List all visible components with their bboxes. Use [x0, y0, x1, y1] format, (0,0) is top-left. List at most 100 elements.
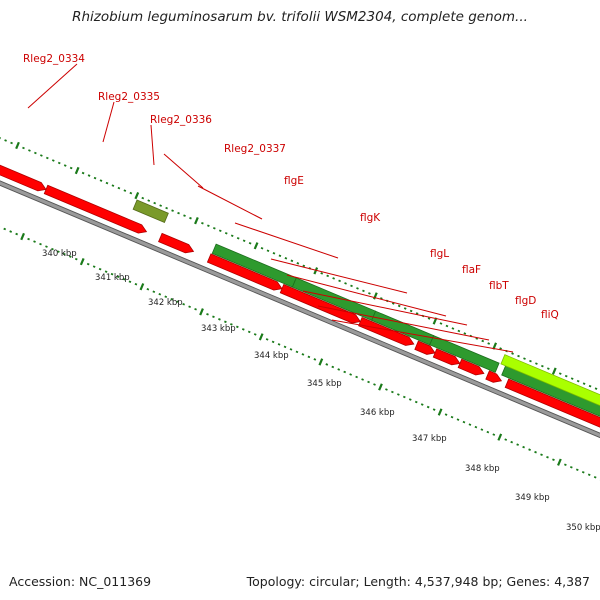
tick-mark [457, 329, 461, 333]
tick-mark [99, 179, 103, 182]
tick-mark [504, 438, 508, 441]
tick-mark [45, 245, 48, 248]
tick-mark [45, 156, 49, 160]
tick-mark [105, 181, 109, 185]
callout-line [302, 290, 468, 326]
tick-mark [272, 252, 276, 255]
gene-arrow[interactable] [279, 283, 362, 324]
gene-arrow[interactable] [414, 340, 436, 355]
tick-mark [74, 166, 80, 175]
tick-mark [557, 458, 562, 466]
tick-mark [564, 463, 567, 466]
tick-mark [194, 308, 197, 311]
scale-label: 349 kbp [515, 493, 550, 503]
tick-mark [117, 186, 121, 190]
gene-label[interactable]: Rleg2_0336 [150, 114, 212, 126]
tick-mark [522, 445, 525, 449]
tick-mark [152, 290, 156, 293]
gene-label[interactable]: flgD [515, 295, 536, 307]
tick-mark [313, 358, 317, 361]
tick-mark [236, 236, 240, 240]
tick-mark [397, 393, 400, 396]
kbp-scale: 340 kbp 341 kbp 342 kbp 343 kbp 344 kbp 345 k… [42, 249, 600, 533]
tick-mark [15, 141, 20, 150]
tick-mark [248, 242, 252, 245]
gene-arrow[interactable] [158, 232, 195, 254]
tick-mark [593, 476, 597, 479]
tick-mark [212, 226, 216, 230]
tick-mark [253, 242, 259, 250]
tick-mark [487, 342, 491, 345]
gene-label[interactable]: flgE [284, 175, 304, 187]
gene-arrow[interactable] [432, 348, 461, 366]
tick-mark [361, 378, 364, 381]
tick-mark [10, 141, 13, 145]
tick-mark [194, 217, 199, 225]
scale-label: 348 kbp [465, 464, 500, 474]
gene-arrow[interactable] [500, 354, 600, 436]
tick-mark [486, 430, 490, 434]
gene-label[interactable]: flaF [462, 264, 481, 276]
tick-mark [451, 327, 455, 330]
gene-arrow[interactable] [206, 253, 283, 291]
tick-mark [325, 363, 329, 366]
tick-mark [51, 247, 54, 251]
tick-mark [318, 358, 324, 366]
gene-arrow[interactable] [132, 199, 169, 223]
tick-mark [230, 234, 234, 237]
tick-mark [581, 470, 585, 474]
gene-arrow[interactable] [43, 184, 148, 234]
tick-mark [69, 166, 73, 170]
gene-label[interactable]: flgL [430, 248, 449, 260]
tick-mark [266, 249, 270, 253]
tick-mark [224, 320, 227, 324]
gene-label[interactable]: flbT [489, 280, 509, 292]
gene-arrow[interactable] [457, 358, 485, 376]
tick-mark [247, 330, 251, 334]
callout-line [317, 305, 490, 341]
gene-label[interactable]: fliQ [541, 309, 559, 321]
tick-mark [218, 318, 221, 321]
gene-label[interactable]: Rleg2_0334 [23, 53, 85, 65]
tick-mark [27, 237, 30, 241]
tick-mark [153, 201, 157, 205]
gene-arrow[interactable] [429, 335, 500, 373]
tick-mark [397, 304, 401, 308]
tick-mark [110, 272, 114, 276]
tick-mark [176, 300, 180, 304]
callout-line [331, 319, 514, 353]
gene-label[interactable]: Rleg2_0337 [224, 143, 286, 155]
tick-mark [9, 230, 13, 233]
gene-arrow[interactable] [485, 370, 503, 383]
genome-summary: Topology: circular; Length: 4,537,948 bp… [246, 574, 590, 589]
tick-mark [39, 242, 42, 246]
tick-mark [302, 264, 306, 268]
tick-marks [0, 137, 600, 481]
gene-label[interactable]: flgK [360, 212, 381, 224]
tick-mark [93, 176, 97, 180]
tick-mark [134, 282, 138, 286]
tick-mark [241, 328, 245, 331]
tick-mark [283, 345, 287, 349]
gene-arrow[interactable] [504, 378, 600, 454]
gene-arrow[interactable] [501, 365, 600, 445]
tick-mark [15, 232, 19, 236]
gene-arrow[interactable] [0, 151, 47, 192]
tick-mark [403, 307, 407, 310]
gene-label[interactable]: Rleg2_0335 [98, 91, 160, 103]
tick-mark [206, 313, 209, 316]
tick-mark [337, 368, 341, 371]
scale-label: 345 kbp [307, 379, 342, 389]
tick-mark [57, 161, 61, 165]
tick-mark [265, 338, 269, 341]
tick-mark [146, 287, 150, 291]
callout-line [234, 222, 339, 259]
tick-mark [497, 433, 503, 441]
tick-mark [307, 355, 311, 359]
tick-mark [158, 292, 162, 296]
tick-mark [104, 270, 108, 273]
tick-mark [116, 275, 120, 278]
tick-mark [212, 315, 215, 319]
tick-mark [129, 191, 133, 195]
